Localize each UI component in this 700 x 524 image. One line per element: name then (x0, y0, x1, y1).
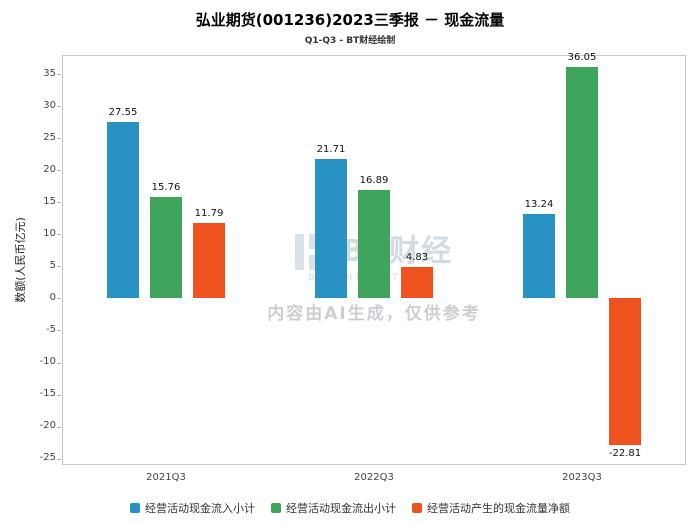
y-tick-label: -25 (39, 452, 56, 464)
y-tick-mark (57, 74, 61, 76)
y-tick-mark (57, 330, 61, 332)
plot-area: BT财经 BUSINESS TIMES 内容由AI生成，仅供参考 (62, 55, 686, 465)
chart-subtitle: Q1-Q3 - BT财经绘制 (304, 36, 396, 46)
y-tick-label: 25 (43, 131, 56, 143)
y-tick-mark (57, 234, 61, 236)
legend-item-0[interactable]: 经营活动现金流入小计 (130, 500, 255, 516)
ai-generated-notice: 内容由AI生成，仅供参考 (267, 304, 481, 324)
y-tick-mark (57, 426, 61, 428)
y-tick-mark (57, 266, 61, 268)
y-tick-mark (57, 202, 61, 204)
watermark: BT财经 BUSINESS TIMES 内容由AI生成，仅供参考 (63, 234, 685, 324)
y-tick-label: -20 (39, 420, 56, 432)
y-tick-mark (57, 298, 61, 300)
bt-logo-subtext: BUSINESS TIMES (308, 273, 440, 283)
chart-title: 弘业期货(001236)2023三季报 － 现金流量 (195, 11, 505, 29)
x-tick-label: 2022Q3 (354, 472, 394, 483)
legend: 经营活动现金流入小计 经营活动现金流出小计 经营活动产生的现金流量净额 (0, 500, 700, 516)
y-tick-mark (57, 170, 61, 172)
legend-item-2[interactable]: 经营活动产生的现金流量净额 (412, 500, 570, 516)
legend-swatch (130, 503, 140, 513)
bt-logo: BT财经 (63, 234, 685, 270)
legend-swatch (271, 503, 281, 513)
x-tick-label: 2023Q3 (562, 472, 602, 483)
y-tick-mark (57, 394, 61, 396)
bt-logo-icon (294, 234, 332, 270)
x-tick-label: 2021Q3 (146, 472, 186, 483)
legend-label: 经营活动产生的现金流量净额 (427, 502, 570, 515)
bt-logo-text: BT财经 (341, 234, 454, 269)
legend-swatch (412, 503, 422, 513)
y-tick-label: -15 (39, 388, 56, 400)
y-tick-mark (57, 458, 61, 460)
legend-label: 经营活动现金流入小计 (145, 502, 255, 515)
y-tick-mark (57, 106, 61, 108)
y-tick-mark (57, 138, 61, 140)
legend-label: 经营活动现金流出小计 (286, 502, 396, 515)
y-axis-title: 数额(人民币亿元) (14, 217, 27, 303)
y-tick-label: 30 (43, 99, 56, 111)
y-tick-mark (57, 362, 61, 364)
legend-item-1[interactable]: 经营活动现金流出小计 (271, 500, 396, 516)
y-tick-label: 35 (43, 67, 56, 79)
